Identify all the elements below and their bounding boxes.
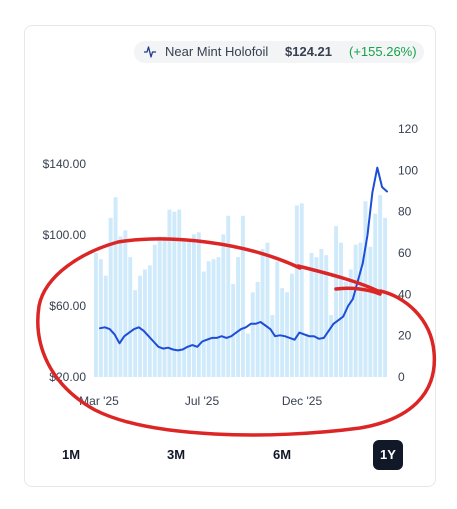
- range-1m-button[interactable]: 1M: [61, 447, 81, 462]
- volume-bar: [241, 215, 245, 377]
- annotation-ellipse: [36, 237, 437, 437]
- volume-bar: [270, 315, 275, 377]
- volume-bar: [280, 288, 285, 377]
- volume-bar: [275, 261, 280, 377]
- volume-bar: [143, 269, 147, 377]
- y-right-tick-label: 20: [398, 329, 412, 343]
- volume-bar: [177, 209, 182, 377]
- volume-bar: [314, 257, 319, 377]
- volume-bar: [192, 234, 196, 377]
- volume-bar: [339, 242, 343, 377]
- volume-bar: [201, 271, 206, 377]
- volume-bar: [113, 197, 118, 377]
- volume-bar: [226, 215, 231, 377]
- volume-bar: [162, 236, 167, 377]
- volume-bar: [324, 255, 329, 377]
- volume-bar: [138, 275, 142, 377]
- range-3m-button[interactable]: 3M: [166, 447, 186, 462]
- volume-bar: [123, 230, 128, 377]
- y-right-tick-label: 80: [398, 205, 412, 219]
- volume-bar: [152, 244, 157, 377]
- volume-bar: [309, 253, 314, 377]
- volume-bar: [319, 248, 324, 377]
- price-line: [99, 166, 388, 352]
- volume-bar: [108, 217, 113, 377]
- volume-bar: [383, 217, 387, 377]
- volume-bar: [334, 226, 338, 377]
- volume-bar: [103, 275, 108, 377]
- volume-bar: [290, 273, 294, 377]
- volume-bar: [343, 281, 348, 377]
- volume-bar: [378, 195, 383, 377]
- volume-bar: [172, 211, 177, 377]
- volume-bar: [94, 253, 98, 377]
- volume-bar: [236, 257, 240, 377]
- volume-bar: [147, 265, 152, 377]
- volume-bar: [304, 333, 309, 377]
- volume-bar: [373, 213, 378, 377]
- volume-bar: [353, 244, 358, 377]
- y-left-tick-label: $60.00: [49, 299, 86, 313]
- volume-bar: [329, 315, 334, 377]
- y-right-tick-label: 0: [398, 370, 405, 384]
- volume-bar: [157, 236, 162, 377]
- volume-bar: [231, 284, 236, 377]
- volume-bar: [294, 205, 299, 377]
- y-right-tick-label: 100: [398, 163, 418, 177]
- volume-bar: [299, 203, 304, 377]
- volume-bar: [206, 261, 211, 377]
- volume-bar: [196, 232, 201, 377]
- y-left-tick-label: $140.00: [43, 157, 87, 171]
- x-tick-label: Mar '25: [79, 394, 119, 408]
- range-1y-button[interactable]: 1Y: [373, 440, 403, 470]
- volume-bar: [167, 209, 172, 377]
- volume-bar: [358, 242, 363, 377]
- volume-bar: [368, 246, 373, 377]
- range-6m-button[interactable]: 6M: [272, 447, 292, 462]
- volume-bar: [348, 269, 353, 377]
- y-right-tick-label: 60: [398, 246, 412, 260]
- current-price: $124.21: [285, 44, 332, 59]
- volume-bar: [128, 257, 133, 377]
- volume-bar: [182, 238, 187, 377]
- volume-bar: [285, 292, 289, 377]
- volume-bar: [260, 248, 265, 377]
- series-name: Near Mint Holofoil: [165, 44, 269, 59]
- volume-bar: [245, 333, 250, 377]
- annotation-ellipse-top: [296, 264, 382, 294]
- y-left-tick-label: $100.00: [43, 228, 87, 242]
- volume-bar: [133, 290, 138, 377]
- price-change: (+155.26%): [349, 44, 417, 59]
- annotation-stroke: [334, 286, 382, 296]
- trend-line-icon: [144, 46, 156, 58]
- volume-bar: [250, 292, 255, 377]
- series-legend[interactable]: Near Mint Holofoil $124.21 (+155.26%): [134, 41, 424, 63]
- volume-bar: [265, 242, 270, 377]
- volume-bar: [255, 281, 260, 377]
- volume-bar: [187, 238, 191, 377]
- volume-bar: [98, 259, 103, 377]
- x-tick-label: Dec '25: [282, 394, 323, 408]
- x-tick-label: Jul '25: [185, 394, 220, 408]
- volume-bar: [211, 259, 216, 377]
- y-right-tick-label: 120: [398, 122, 418, 136]
- volume-bar: [216, 257, 221, 377]
- volume-bar: [221, 234, 226, 377]
- volume-bar: [118, 236, 123, 377]
